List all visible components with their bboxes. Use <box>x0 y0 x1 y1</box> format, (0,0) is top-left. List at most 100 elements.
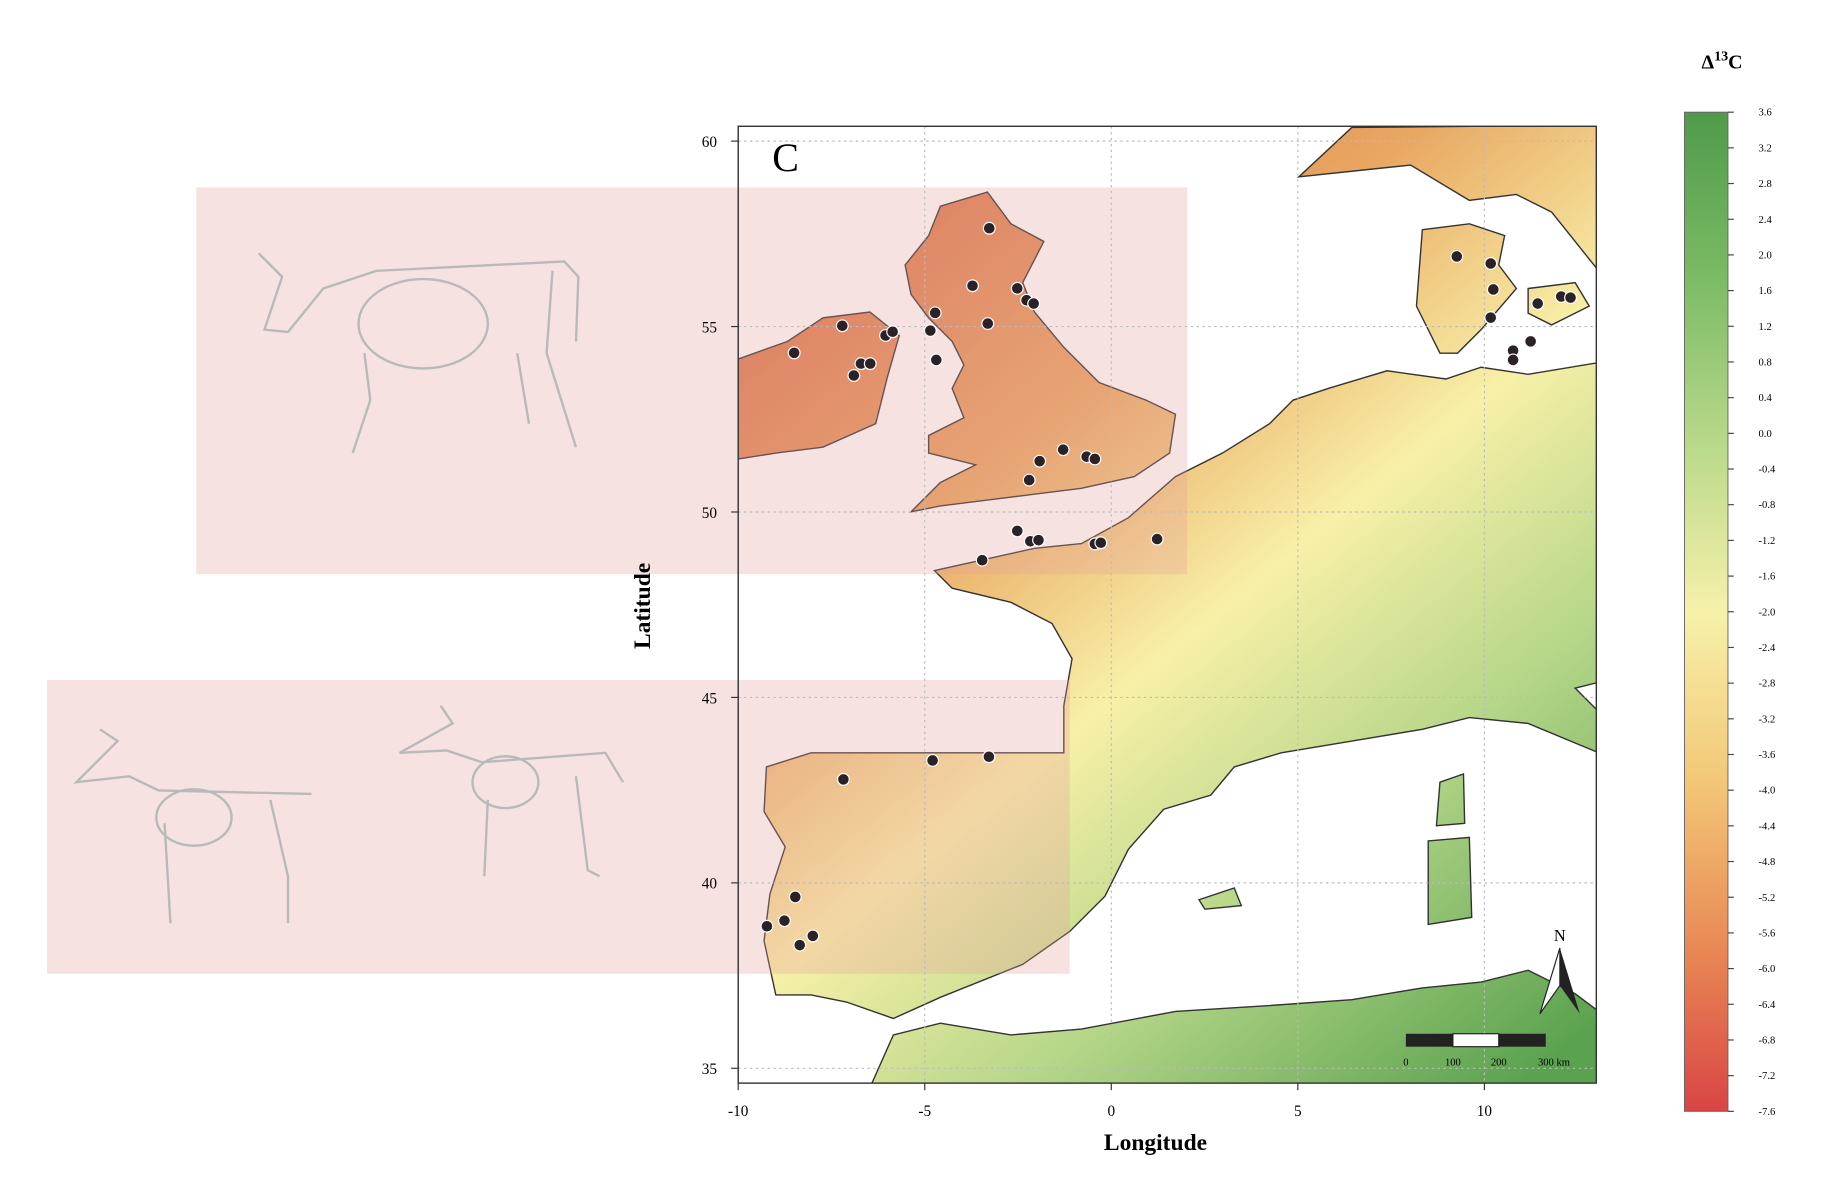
colorbar-tick-label: -2.8 <box>1759 679 1776 690</box>
colorbar-tick-label: -4.0 <box>1759 786 1776 797</box>
site-point <box>806 929 820 943</box>
x-tick-label: 10 <box>1477 1103 1493 1120</box>
colorbar-tick-label: -4.4 <box>1759 821 1776 832</box>
site-point <box>1450 249 1464 263</box>
site-point <box>863 357 877 371</box>
colorbar-tick-label: -0.8 <box>1759 500 1776 511</box>
site-point <box>926 754 940 767</box>
overlay-cattle <box>196 187 1188 575</box>
africa <box>871 969 1597 1084</box>
site-point <box>787 346 801 360</box>
site-point <box>1094 536 1108 550</box>
denmark <box>1415 223 1518 354</box>
site-point <box>928 306 942 320</box>
site-point <box>1484 311 1498 325</box>
colorbar-tick-label: -2.4 <box>1759 643 1776 654</box>
colorbar-title: Δ13C <box>1702 48 1743 73</box>
colorbar-tick-label: -2.0 <box>1759 607 1776 618</box>
x-tick-label: -5 <box>918 1103 931 1120</box>
site-point <box>1486 282 1500 296</box>
land <box>738 126 1597 1084</box>
site-point <box>1506 353 1520 367</box>
colorbar-tick-label: 0.4 <box>1759 393 1773 404</box>
site-point <box>1524 334 1538 348</box>
colorbar-tick-label: -5.6 <box>1759 928 1776 939</box>
colorbar-title-symbol: Δ <box>1702 52 1715 74</box>
sardinia <box>1427 836 1473 926</box>
colorbar-tick-label: -6.0 <box>1759 964 1776 975</box>
scale-segment <box>1405 1033 1453 1047</box>
colorbar-tick-label: 1.2 <box>1759 322 1772 333</box>
colorbar-tick-label: 1.6 <box>1759 286 1772 297</box>
colorbar-tick-label: 3.6 <box>1759 108 1772 119</box>
site-point <box>929 353 943 367</box>
site-point <box>847 369 861 382</box>
colorbar-tick-label: 0.8 <box>1759 357 1772 368</box>
site-point <box>788 890 802 904</box>
north-label: N <box>1554 926 1566 945</box>
corsica <box>1435 772 1466 827</box>
site-point <box>981 317 995 331</box>
site-point <box>760 919 774 933</box>
site-point <box>1010 524 1024 538</box>
site-point <box>1032 533 1046 547</box>
y-tick-label: 45 <box>702 690 718 707</box>
colorbar-tick-label: 0.0 <box>1759 429 1772 440</box>
site-point <box>1010 281 1024 295</box>
colorbar-tick-label: -0.4 <box>1759 465 1776 476</box>
y-axis-label: Latitude <box>630 563 656 649</box>
colorbar <box>1683 111 1729 1112</box>
y-tick-label: 40 <box>702 876 718 893</box>
y-tick-label: 55 <box>702 319 718 336</box>
scale-label: 200 <box>1491 1057 1507 1068</box>
site-point <box>1056 443 1070 457</box>
x-tick-label: -10 <box>728 1103 749 1120</box>
colorbar-tick-label: -6.4 <box>1759 1000 1776 1011</box>
site-point <box>793 938 807 952</box>
colorbar-tick-label: -1.2 <box>1759 536 1776 547</box>
scale-bar: 0 100 200 300 km <box>1403 1033 1571 1068</box>
y-tick-label: 60 <box>702 134 718 151</box>
colorbar-tick-label: 2.4 <box>1759 215 1773 226</box>
x-tick-label: 5 <box>1294 1103 1302 1120</box>
site-point <box>966 279 979 293</box>
colorbar-tick-label: -7.2 <box>1759 1071 1776 1082</box>
scale-label: 100 <box>1445 1057 1461 1068</box>
north-arrow: N <box>1539 926 1580 1015</box>
colorbar-tick-label: 2.0 <box>1759 250 1772 261</box>
site-point <box>1150 532 1164 546</box>
site-point <box>835 319 849 333</box>
x-tick-label: 0 <box>1107 1103 1115 1120</box>
site-point <box>778 914 791 928</box>
site-point <box>886 325 900 339</box>
colorbar-tick-label: -7.6 <box>1759 1107 1776 1118</box>
skeleton-illustrations <box>73 252 625 924</box>
site-point <box>1027 297 1041 311</box>
colorbar-tick-label: -3.2 <box>1759 714 1776 725</box>
site-point <box>923 324 937 338</box>
colorbar-tick-label: 2.8 <box>1759 179 1772 190</box>
site-point <box>1531 297 1545 311</box>
site-point <box>982 750 996 764</box>
overlay-caprines <box>47 679 1070 974</box>
site-point <box>836 772 850 786</box>
scale-segment <box>1498 1033 1546 1047</box>
colorbar-tick-label: -6.8 <box>1759 1035 1776 1046</box>
site-point <box>982 221 996 235</box>
panel-label: C <box>772 135 799 180</box>
continent <box>763 362 1597 1020</box>
colorbar-title-letter: C <box>1728 52 1742 74</box>
colorbar-tick-label: -3.6 <box>1759 750 1776 761</box>
site-point <box>1564 291 1578 305</box>
site-point <box>1033 454 1047 468</box>
site-point <box>1088 452 1102 466</box>
colorbar-tick-label: -4.8 <box>1759 857 1776 868</box>
colorbar-title-superscript: 13 <box>1714 48 1728 64</box>
site-point <box>1022 473 1036 487</box>
site-point <box>975 553 989 567</box>
colorbar-tick-label: -1.6 <box>1759 572 1776 583</box>
y-tick-label: 50 <box>702 505 718 522</box>
x-axis-label: Longitude <box>1104 1130 1207 1156</box>
